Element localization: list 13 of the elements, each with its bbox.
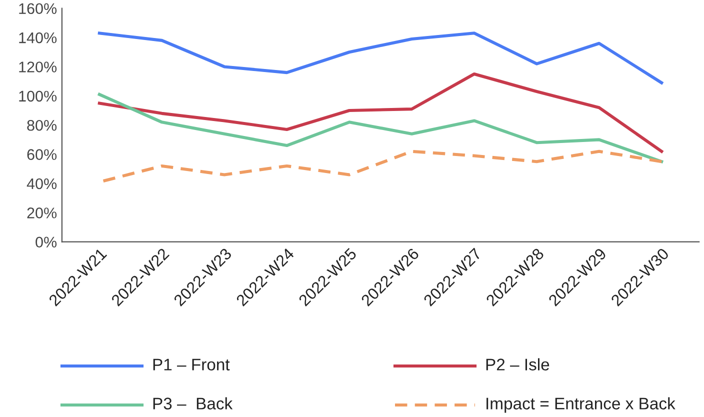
y-tick-label: 140% [19, 32, 57, 44]
y-tick-label: 40% [26, 178, 57, 190]
legend-label: Impact = Entrance x Back [486, 397, 676, 413]
y-tick-label: 20% [27, 208, 57, 218]
y-tick-label: 60% [27, 149, 57, 160]
legend-label: P2 – Isle [486, 358, 550, 370]
legend-label: P3 – Back [153, 397, 233, 410]
y-tick-label: 100% [19, 90, 57, 102]
legend-label: P1 – Front [153, 358, 230, 370]
y-tick-label: 160% [19, 3, 57, 14]
y-tick-label: 120% [19, 62, 57, 72]
y-tick-label: 0% [36, 236, 57, 248]
y-tick-label: 80% [27, 120, 57, 131]
